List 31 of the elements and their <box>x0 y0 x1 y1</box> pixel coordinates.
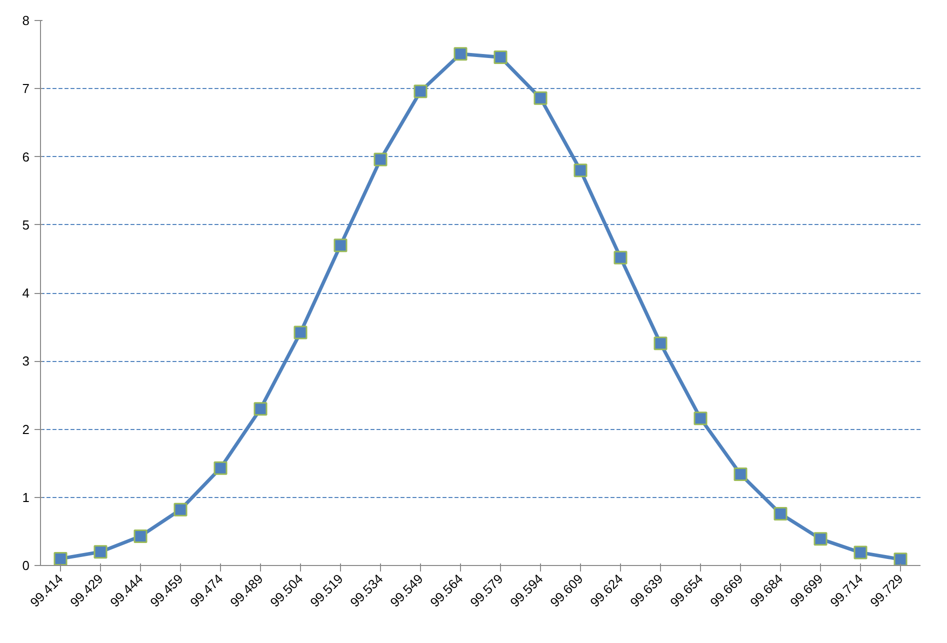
y-tick-label: 1 <box>22 490 30 505</box>
point <box>534 91 548 105</box>
point <box>374 152 388 166</box>
point <box>854 546 868 560</box>
y-tick-label: 7 <box>22 81 30 96</box>
point <box>614 250 628 264</box>
point <box>774 506 788 520</box>
y-tick-label: 4 <box>22 286 30 300</box>
point <box>134 529 148 543</box>
point <box>174 502 188 516</box>
y-tick-label: 3 <box>22 354 30 369</box>
point <box>254 402 268 416</box>
y-tick-label: 5 <box>22 217 30 232</box>
y-tick-label: 8 <box>22 13 30 28</box>
point <box>494 50 508 64</box>
point <box>54 552 68 566</box>
y-tick-label: 6 <box>22 149 30 164</box>
point <box>894 552 908 566</box>
point <box>94 545 108 559</box>
point <box>814 532 828 546</box>
point <box>414 84 428 98</box>
point <box>334 238 348 252</box>
point <box>574 164 588 178</box>
y-tick-label: 0 <box>22 558 30 573</box>
point <box>694 412 708 426</box>
point <box>214 461 228 475</box>
point <box>734 467 748 481</box>
y-tick-label: 2 <box>22 422 30 437</box>
point <box>454 47 468 61</box>
point <box>294 326 308 340</box>
point <box>654 336 668 350</box>
